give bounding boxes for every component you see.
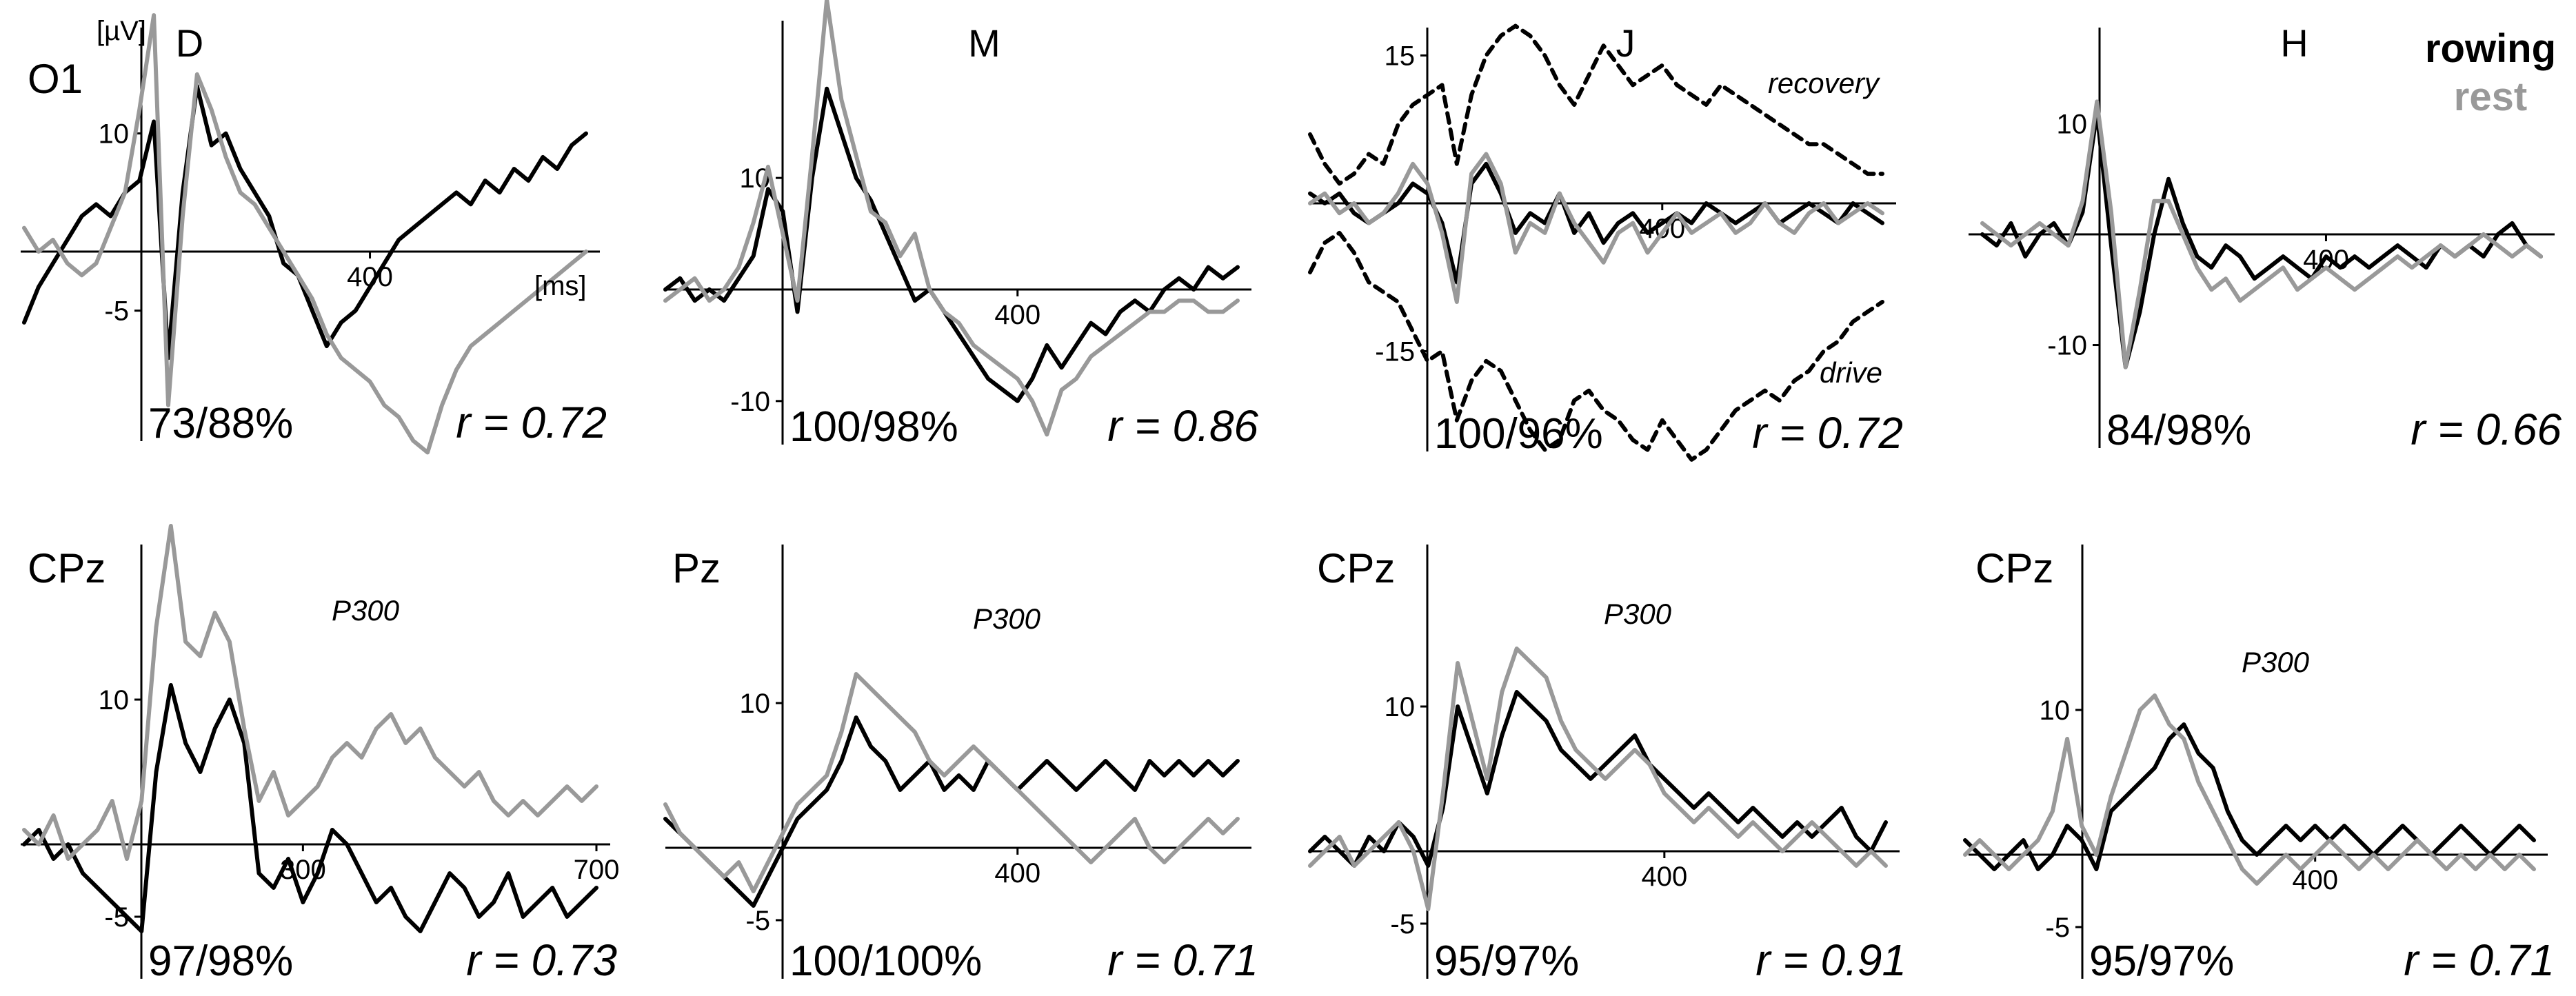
- panels: 10 -5 400 D O1 73/88% r = 0.72 10 -10 400 M 100/98%…: [21, 0, 2562, 985]
- y-tick-label: -15: [1375, 337, 1415, 367]
- recovery-label: recovery: [1768, 67, 1881, 99]
- electrode-label: O1: [28, 56, 83, 102]
- series-recovery: [1308, 23, 1884, 186]
- y-tick-label: -5: [2045, 913, 2070, 943]
- detection-stat: 84/98%: [2106, 407, 2251, 454]
- y-tick-label: -5: [1390, 909, 1415, 939]
- panel-6: 10 -5 400 Pz 100/100% r = 0.71 P300: [663, 545, 1258, 985]
- correlation-label: r = 0.73: [466, 935, 617, 985]
- y-tick-label: 10: [1385, 692, 1416, 722]
- correlation-label: r = 0.72: [456, 398, 607, 447]
- series-rowing: [22, 84, 588, 360]
- x-unit-label: [ms]: [534, 271, 587, 301]
- series-rest: [1308, 647, 1888, 911]
- detection-stat: 95/97%: [2089, 937, 2234, 985]
- correlation-label: r = 0.72: [1752, 408, 1903, 458]
- p300-label: P300: [2242, 646, 2310, 678]
- correlation-label: r = 0.66: [2411, 405, 2562, 454]
- series-rowing: [663, 86, 1240, 403]
- y-tick-label: -10: [730, 387, 770, 417]
- y-tick-label: 10: [99, 119, 130, 150]
- y-tick-label: 10: [740, 689, 771, 719]
- series-rowing: [663, 715, 1240, 908]
- detection-stat: 100/100%: [789, 937, 982, 985]
- series-drive: [1308, 230, 1884, 462]
- detection-stat: 95/97%: [1434, 937, 1579, 985]
- series-rest: [1980, 99, 2543, 369]
- correlation-label: r = 0.91: [1755, 935, 1906, 985]
- p300-label: P300: [1604, 598, 1672, 630]
- correlation-label: r = 0.71: [1107, 935, 1258, 985]
- detection-stat: 100/98%: [789, 403, 958, 451]
- drive-label: drive: [1820, 356, 1882, 389]
- y-tick-label: -5: [745, 906, 770, 936]
- series-rest: [22, 13, 588, 455]
- legend-rowing: rowing: [2425, 26, 2556, 71]
- detection-stat: 73/88%: [148, 400, 293, 447]
- electrode-label: Pz: [672, 545, 721, 591]
- x-tick-label: 400: [994, 300, 1040, 330]
- series-rowing: [1980, 110, 2543, 369]
- subject-label: H: [2280, 21, 2308, 65]
- y-tick-label: 10: [99, 685, 130, 715]
- y-tick-label: -5: [104, 296, 129, 327]
- y-tick-label: 10: [2057, 109, 2088, 139]
- series-rest: [1963, 693, 2536, 886]
- series-rowing: [22, 683, 598, 933]
- detection-stat: 97/98%: [148, 937, 293, 985]
- x-tick-label: 400: [1641, 862, 1687, 892]
- subject-label: D: [176, 21, 203, 65]
- series-rest: [1308, 152, 1884, 304]
- p300-label: P300: [973, 602, 1041, 635]
- electrode-label: CPz: [28, 545, 105, 591]
- y-unit-label: [µV]: [97, 16, 146, 46]
- detection-stat: 100/96%: [1434, 410, 1603, 458]
- legend-rest: rest: [2454, 74, 2527, 119]
- series-rest: [22, 524, 598, 861]
- y-tick-label: -10: [2047, 331, 2087, 361]
- correlation-label: r = 0.71: [2404, 935, 2555, 985]
- panel-7: 10 -5 400 CPz 95/97% r = 0.91 P300: [1308, 545, 1906, 985]
- y-tick-label: 10: [2040, 695, 2071, 726]
- p300-label: P300: [332, 594, 400, 627]
- x-tick-label: 400: [994, 858, 1040, 888]
- subject-label: M: [968, 21, 1000, 65]
- legend: rowing rest: [2425, 26, 2556, 119]
- x-tick-label: 700: [574, 855, 620, 885]
- series-rowing: [1963, 722, 2536, 871]
- electrode-label: CPz: [1317, 545, 1395, 591]
- series-rowing: [1308, 161, 1884, 285]
- correlation-label: r = 0.86: [1107, 401, 1258, 451]
- series-rest: [663, 0, 1240, 437]
- series-rest: [663, 672, 1240, 893]
- units: [µV] [ms]: [97, 16, 587, 301]
- subject-label: J: [1616, 21, 1636, 65]
- y-tick-label: 15: [1385, 41, 1416, 71]
- electrode-label: CPz: [1975, 545, 2053, 591]
